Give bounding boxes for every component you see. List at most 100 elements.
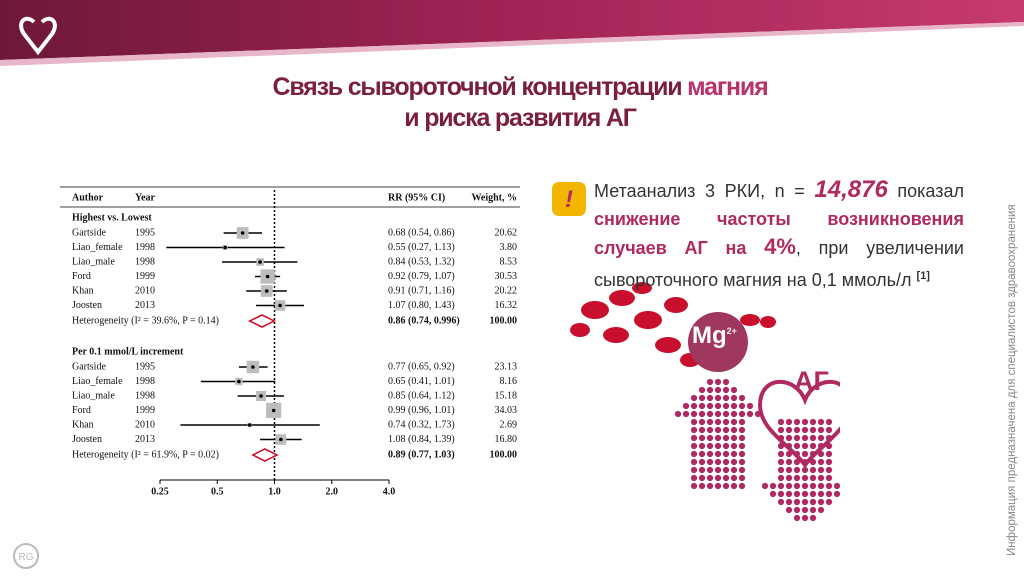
dot xyxy=(714,474,722,482)
rr-label: 0.91 (0.71, 1.16) xyxy=(388,285,455,296)
dot xyxy=(698,442,706,450)
dot xyxy=(730,386,738,394)
dot xyxy=(706,386,714,394)
dot xyxy=(809,482,817,490)
forest-plot: Author Year RR (95% CI) Weight, % Highest vs… xyxy=(60,186,520,497)
point-estimate xyxy=(237,379,241,384)
dot xyxy=(785,474,793,482)
rr-label: 0.84 (0.53, 1.32) xyxy=(388,256,455,267)
logo-ring xyxy=(13,543,39,569)
dot xyxy=(825,498,833,506)
dot xyxy=(754,410,762,418)
dot xyxy=(793,466,801,474)
year: 2013 xyxy=(135,300,155,311)
dot xyxy=(674,410,682,418)
dot xyxy=(809,426,817,434)
dot xyxy=(714,402,722,410)
heterogeneity: Heterogeneity (I² = 39.6%, P = 0.14) xyxy=(72,315,219,326)
dot xyxy=(777,426,785,434)
weight: 3.80 xyxy=(500,242,518,253)
cell xyxy=(581,301,609,319)
dot xyxy=(809,466,817,474)
dot xyxy=(801,434,809,442)
dot xyxy=(817,482,825,490)
dot xyxy=(690,410,698,418)
dot xyxy=(785,506,793,514)
dot xyxy=(690,402,698,410)
rr-label: 0.74 (0.32, 1.73) xyxy=(388,419,455,430)
column-header: Author xyxy=(72,192,104,203)
dot xyxy=(722,394,730,402)
dot xyxy=(785,482,793,490)
dot xyxy=(825,490,833,498)
dot xyxy=(793,482,801,490)
author: Ford xyxy=(72,271,91,282)
column-header: Year xyxy=(135,192,156,203)
dot xyxy=(698,418,706,426)
alert-icon xyxy=(552,182,586,216)
dot xyxy=(769,482,777,490)
band-edge xyxy=(0,22,1024,66)
dot xyxy=(825,434,833,442)
cell xyxy=(634,311,662,329)
dot xyxy=(801,418,809,426)
year: 1995 xyxy=(135,227,155,238)
dot xyxy=(746,402,754,410)
dot xyxy=(706,426,714,434)
rr-label: 1.08 (0.84, 1.39) xyxy=(388,434,455,445)
year: 1998 xyxy=(135,376,155,387)
dot xyxy=(777,418,785,426)
dot xyxy=(706,418,714,426)
author: Liao_female xyxy=(72,242,123,253)
dot xyxy=(706,434,714,442)
dot xyxy=(706,450,714,458)
dot xyxy=(817,442,825,450)
dot xyxy=(809,506,817,514)
group-name: Highest vs. Lowest xyxy=(72,212,152,223)
dot xyxy=(809,418,817,426)
dot xyxy=(722,402,730,410)
dot xyxy=(777,442,785,450)
summary-weight: 100.00 xyxy=(490,315,518,326)
dot xyxy=(809,498,817,506)
dot xyxy=(825,474,833,482)
dot xyxy=(793,474,801,482)
summary-diamond xyxy=(251,448,279,462)
cell xyxy=(603,327,629,343)
dot xyxy=(777,434,785,442)
dot xyxy=(793,490,801,498)
dot xyxy=(682,410,690,418)
author: Liao_male xyxy=(72,390,115,401)
dot xyxy=(817,418,825,426)
dot xyxy=(825,442,833,450)
dot xyxy=(722,386,730,394)
year: 2010 xyxy=(135,285,155,296)
dot xyxy=(817,466,825,474)
dot xyxy=(738,442,746,450)
illustration: ! xyxy=(552,182,840,522)
dot xyxy=(690,458,698,466)
dot xyxy=(690,434,698,442)
dot xyxy=(817,426,825,434)
dot xyxy=(722,474,730,482)
dot xyxy=(722,418,730,426)
point-estimate xyxy=(265,274,270,279)
cell xyxy=(570,323,590,337)
year: 1998 xyxy=(135,256,155,267)
dot xyxy=(690,466,698,474)
mg-label: Mg2+ xyxy=(692,322,737,349)
weight: 8.16 xyxy=(500,376,518,387)
dot xyxy=(817,458,825,466)
dot xyxy=(817,498,825,506)
dot xyxy=(698,458,706,466)
header-band xyxy=(0,0,1024,66)
weight: 20.62 xyxy=(495,227,518,238)
dot xyxy=(785,490,793,498)
dot xyxy=(706,482,714,490)
dot xyxy=(809,490,817,498)
dot xyxy=(825,450,833,458)
dot xyxy=(698,474,706,482)
point-estimate xyxy=(258,260,262,264)
weight: 16.80 xyxy=(495,434,518,445)
author: Joosten xyxy=(72,434,102,445)
